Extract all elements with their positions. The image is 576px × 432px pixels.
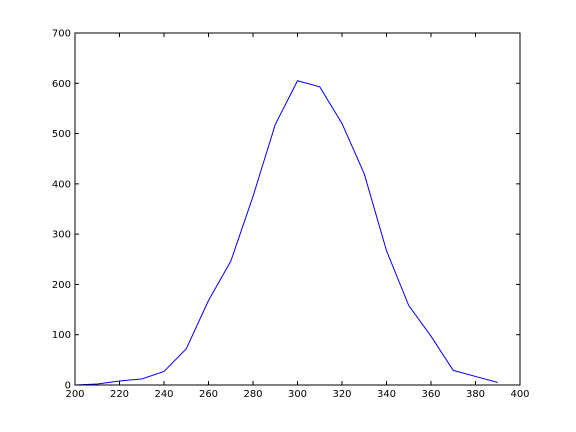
y-tick-label: 400 [52, 179, 71, 190]
x-tick-label: 300 [288, 389, 307, 400]
plot-area [75, 33, 520, 385]
x-tick-label: 400 [510, 389, 529, 400]
x-tick-label: 380 [466, 389, 485, 400]
x-tick-label: 340 [377, 389, 396, 400]
x-tick-label: 240 [154, 389, 173, 400]
series-line [74, 80, 498, 386]
x-tick-label: 280 [243, 389, 262, 400]
y-tick-label: 100 [52, 330, 71, 341]
x-tick-label: 200 [65, 389, 84, 400]
y-tick-label: 300 [52, 230, 71, 241]
axes-box [74, 32, 521, 386]
x-tick-label: 320 [332, 389, 351, 400]
x-tick-label: 360 [421, 389, 440, 400]
y-tick-label: 500 [52, 129, 71, 140]
y-tick-label: 0 [65, 381, 71, 392]
tick-labels: 200 220 240 260 280 300 320 340 360 380 400 0 100 200… [52, 29, 530, 401]
y-tick-label: 600 [52, 79, 71, 90]
x-tick-label: 260 [199, 389, 218, 400]
x-tick-label: 220 [110, 389, 129, 400]
y-tick-label: 200 [52, 280, 71, 291]
y-tick-label: 700 [52, 29, 71, 40]
